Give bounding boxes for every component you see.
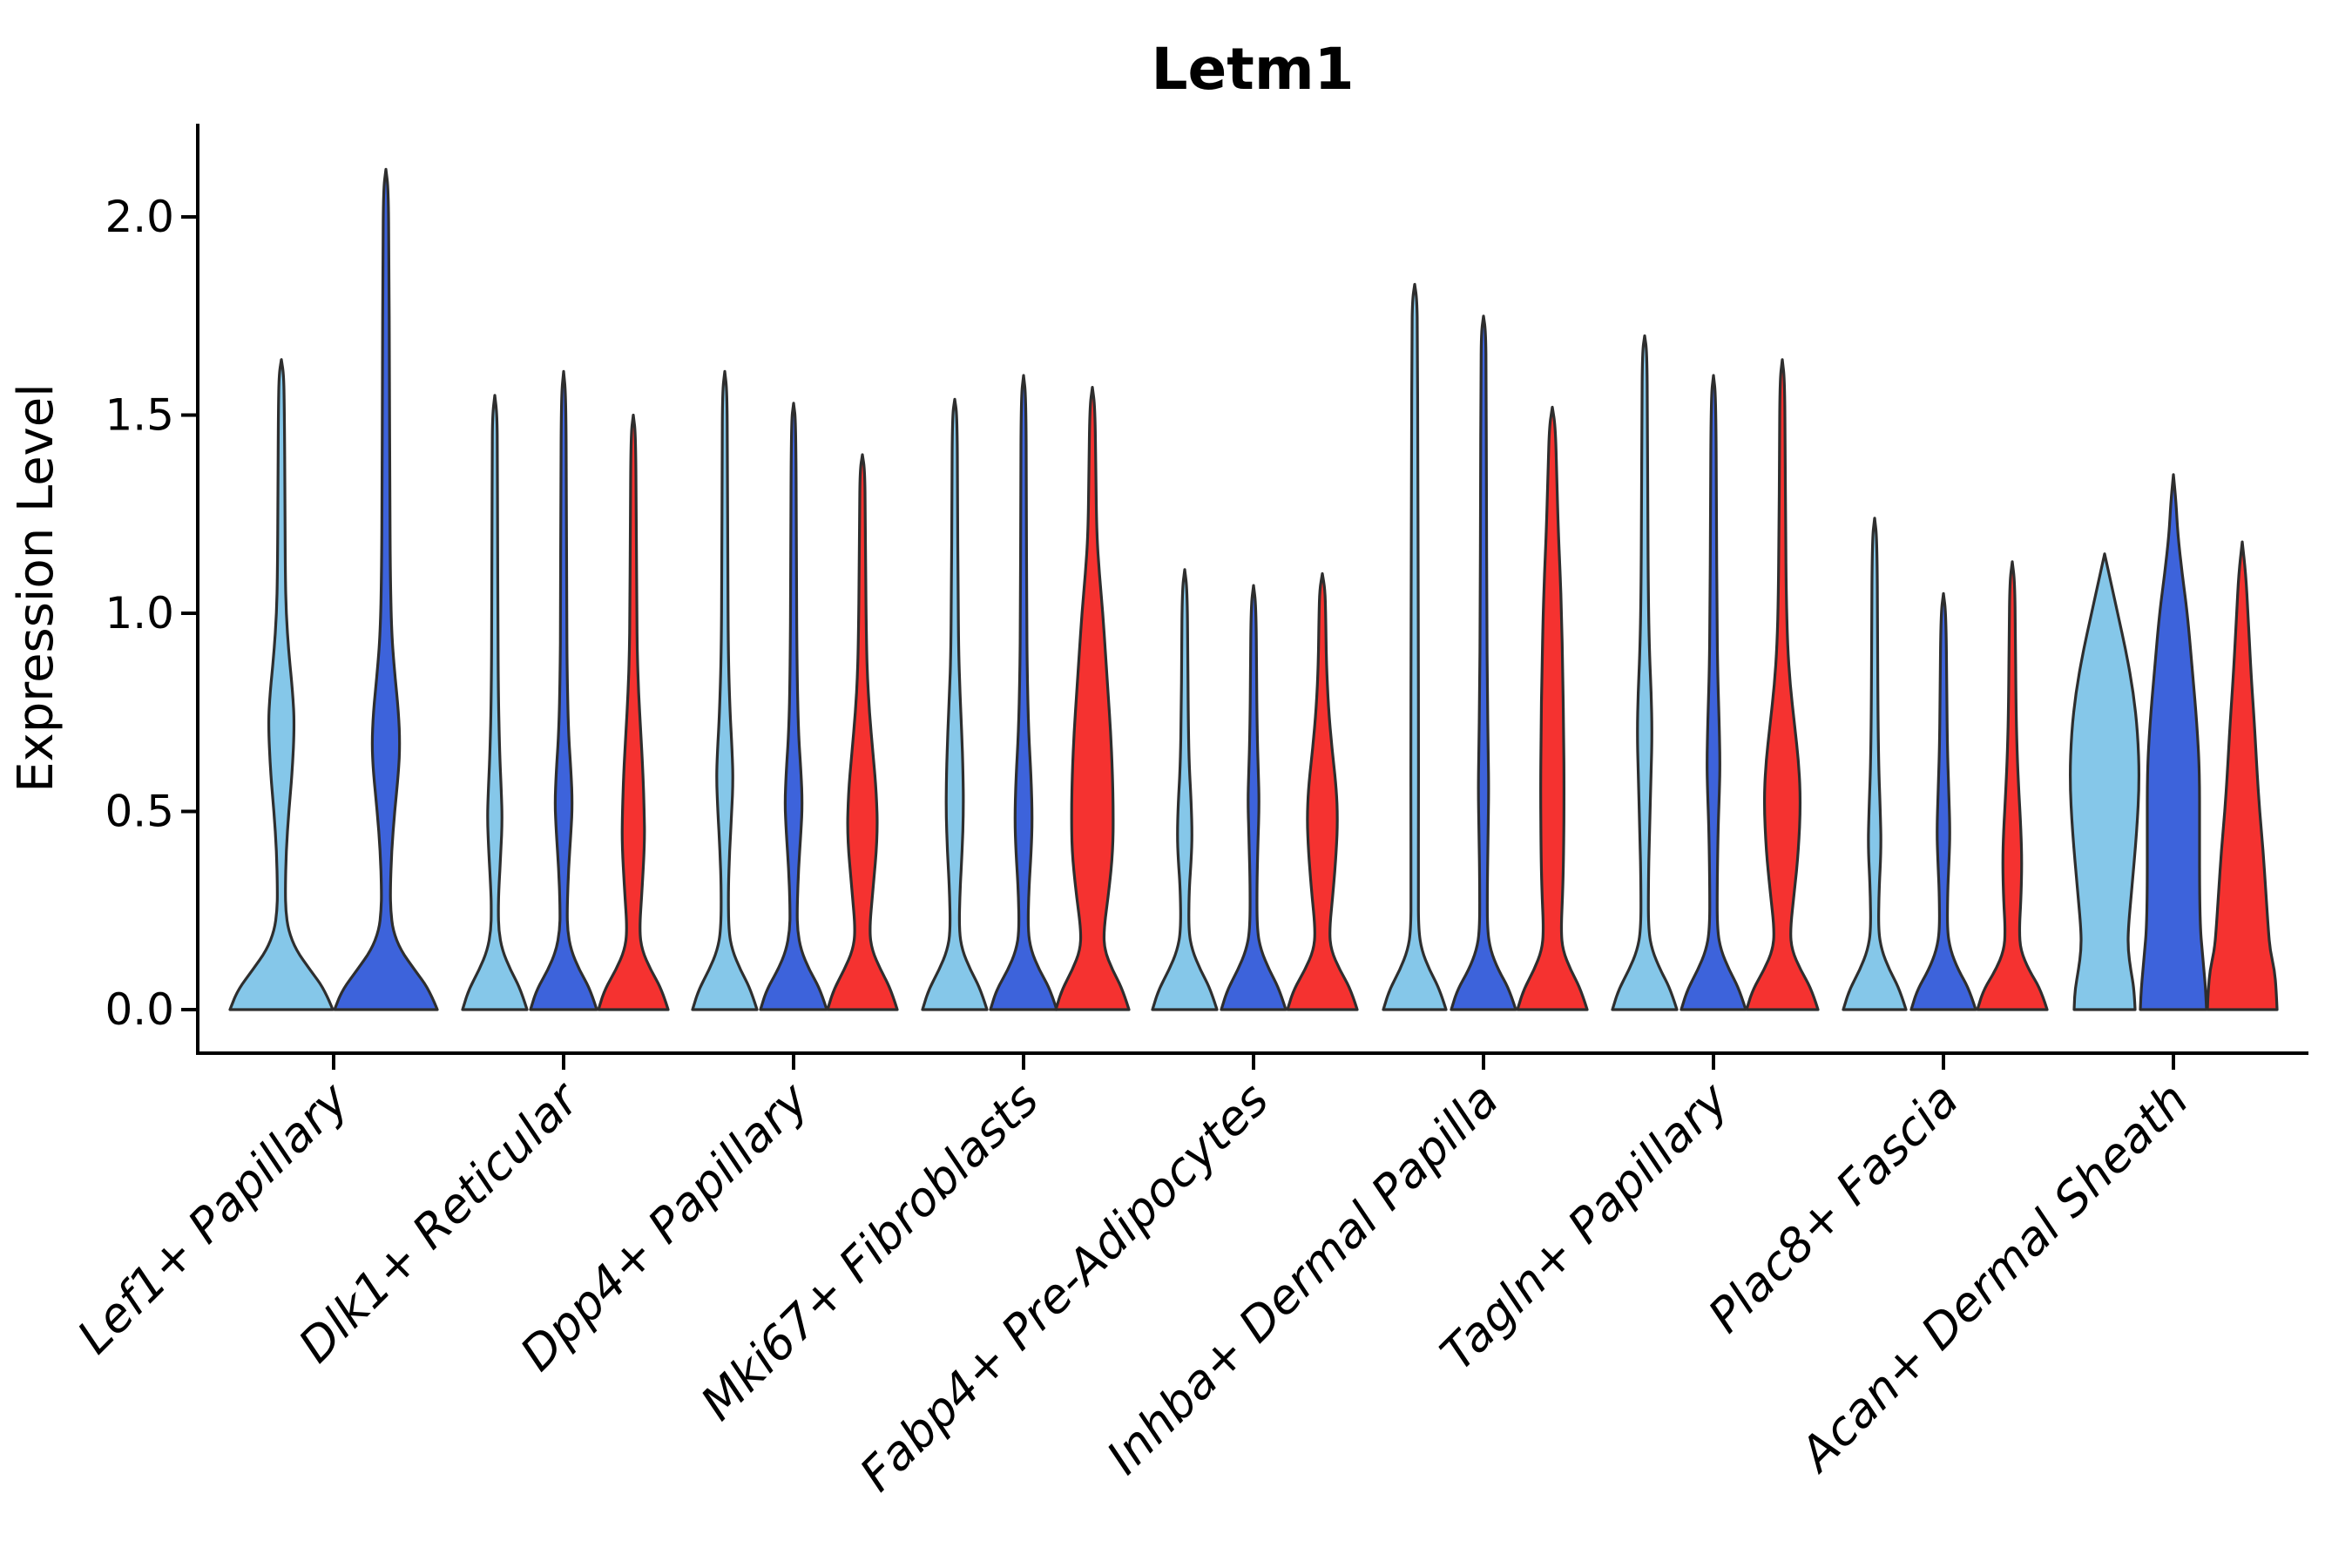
violin-dpp4-hue0: [691, 369, 759, 1011]
x-category-label: Acan+ Dermal Sheath: [1788, 1072, 2199, 1484]
y-tick-label: 2.0: [105, 192, 174, 242]
violin-plac8-hue2: [1976, 560, 2049, 1011]
y-tick-label: 0.5: [105, 787, 174, 837]
violin-dlk1-hue2: [597, 413, 670, 1011]
violin-inhba-hue2: [1516, 405, 1589, 1011]
y-tick-label: 0.0: [105, 984, 174, 1035]
violin-inhba-hue0: [1382, 282, 1448, 1011]
plot-title: Letm1: [1151, 36, 1354, 103]
violin-plac8-hue0: [1842, 517, 1908, 1011]
y-tick-label: 1.5: [105, 390, 174, 441]
violin-tagln-hue1: [1680, 374, 1747, 1011]
violin-acan-hue1: [2139, 473, 2208, 1011]
violin-mki67-hue2: [1054, 386, 1131, 1011]
violin-lef1-hue1: [333, 167, 439, 1011]
violin-acan-hue2: [2206, 540, 2279, 1011]
violin-inhba-hue1: [1450, 314, 1517, 1011]
violin-lef1-hue0: [228, 358, 335, 1011]
violin-fabp4-hue2: [1286, 571, 1359, 1011]
violin-mki67-hue0: [921, 397, 989, 1011]
violin-dlk1-hue1: [529, 369, 598, 1011]
violin-tagln-hue0: [1611, 334, 1679, 1011]
x-category-label: Plac8+ Fascia: [1698, 1072, 1969, 1343]
violin-dpp4-hue1: [759, 402, 828, 1011]
y-tick-label: 1.0: [105, 588, 174, 639]
x-category-label: Fabp4+ Pre-Adipocytes: [849, 1072, 1279, 1502]
violin-dlk1-hue0: [461, 394, 529, 1011]
x-category-label: Inhba+ Dermal Papilla: [1096, 1072, 1509, 1485]
violin-fabp4-hue0: [1151, 568, 1219, 1011]
violin-tagln-hue2: [1745, 358, 1820, 1011]
axes-layer: [181, 124, 2308, 1070]
violins-layer: [228, 167, 2279, 1011]
y-axis-label: Expression Level: [8, 383, 64, 793]
violin-plac8-hue1: [1909, 591, 1977, 1011]
violin-mki67-hue1: [989, 374, 1058, 1011]
violin-fabp4-hue1: [1220, 584, 1288, 1011]
violin-dpp4-hue2: [826, 453, 899, 1011]
violin-acan-hue0: [2069, 552, 2140, 1011]
